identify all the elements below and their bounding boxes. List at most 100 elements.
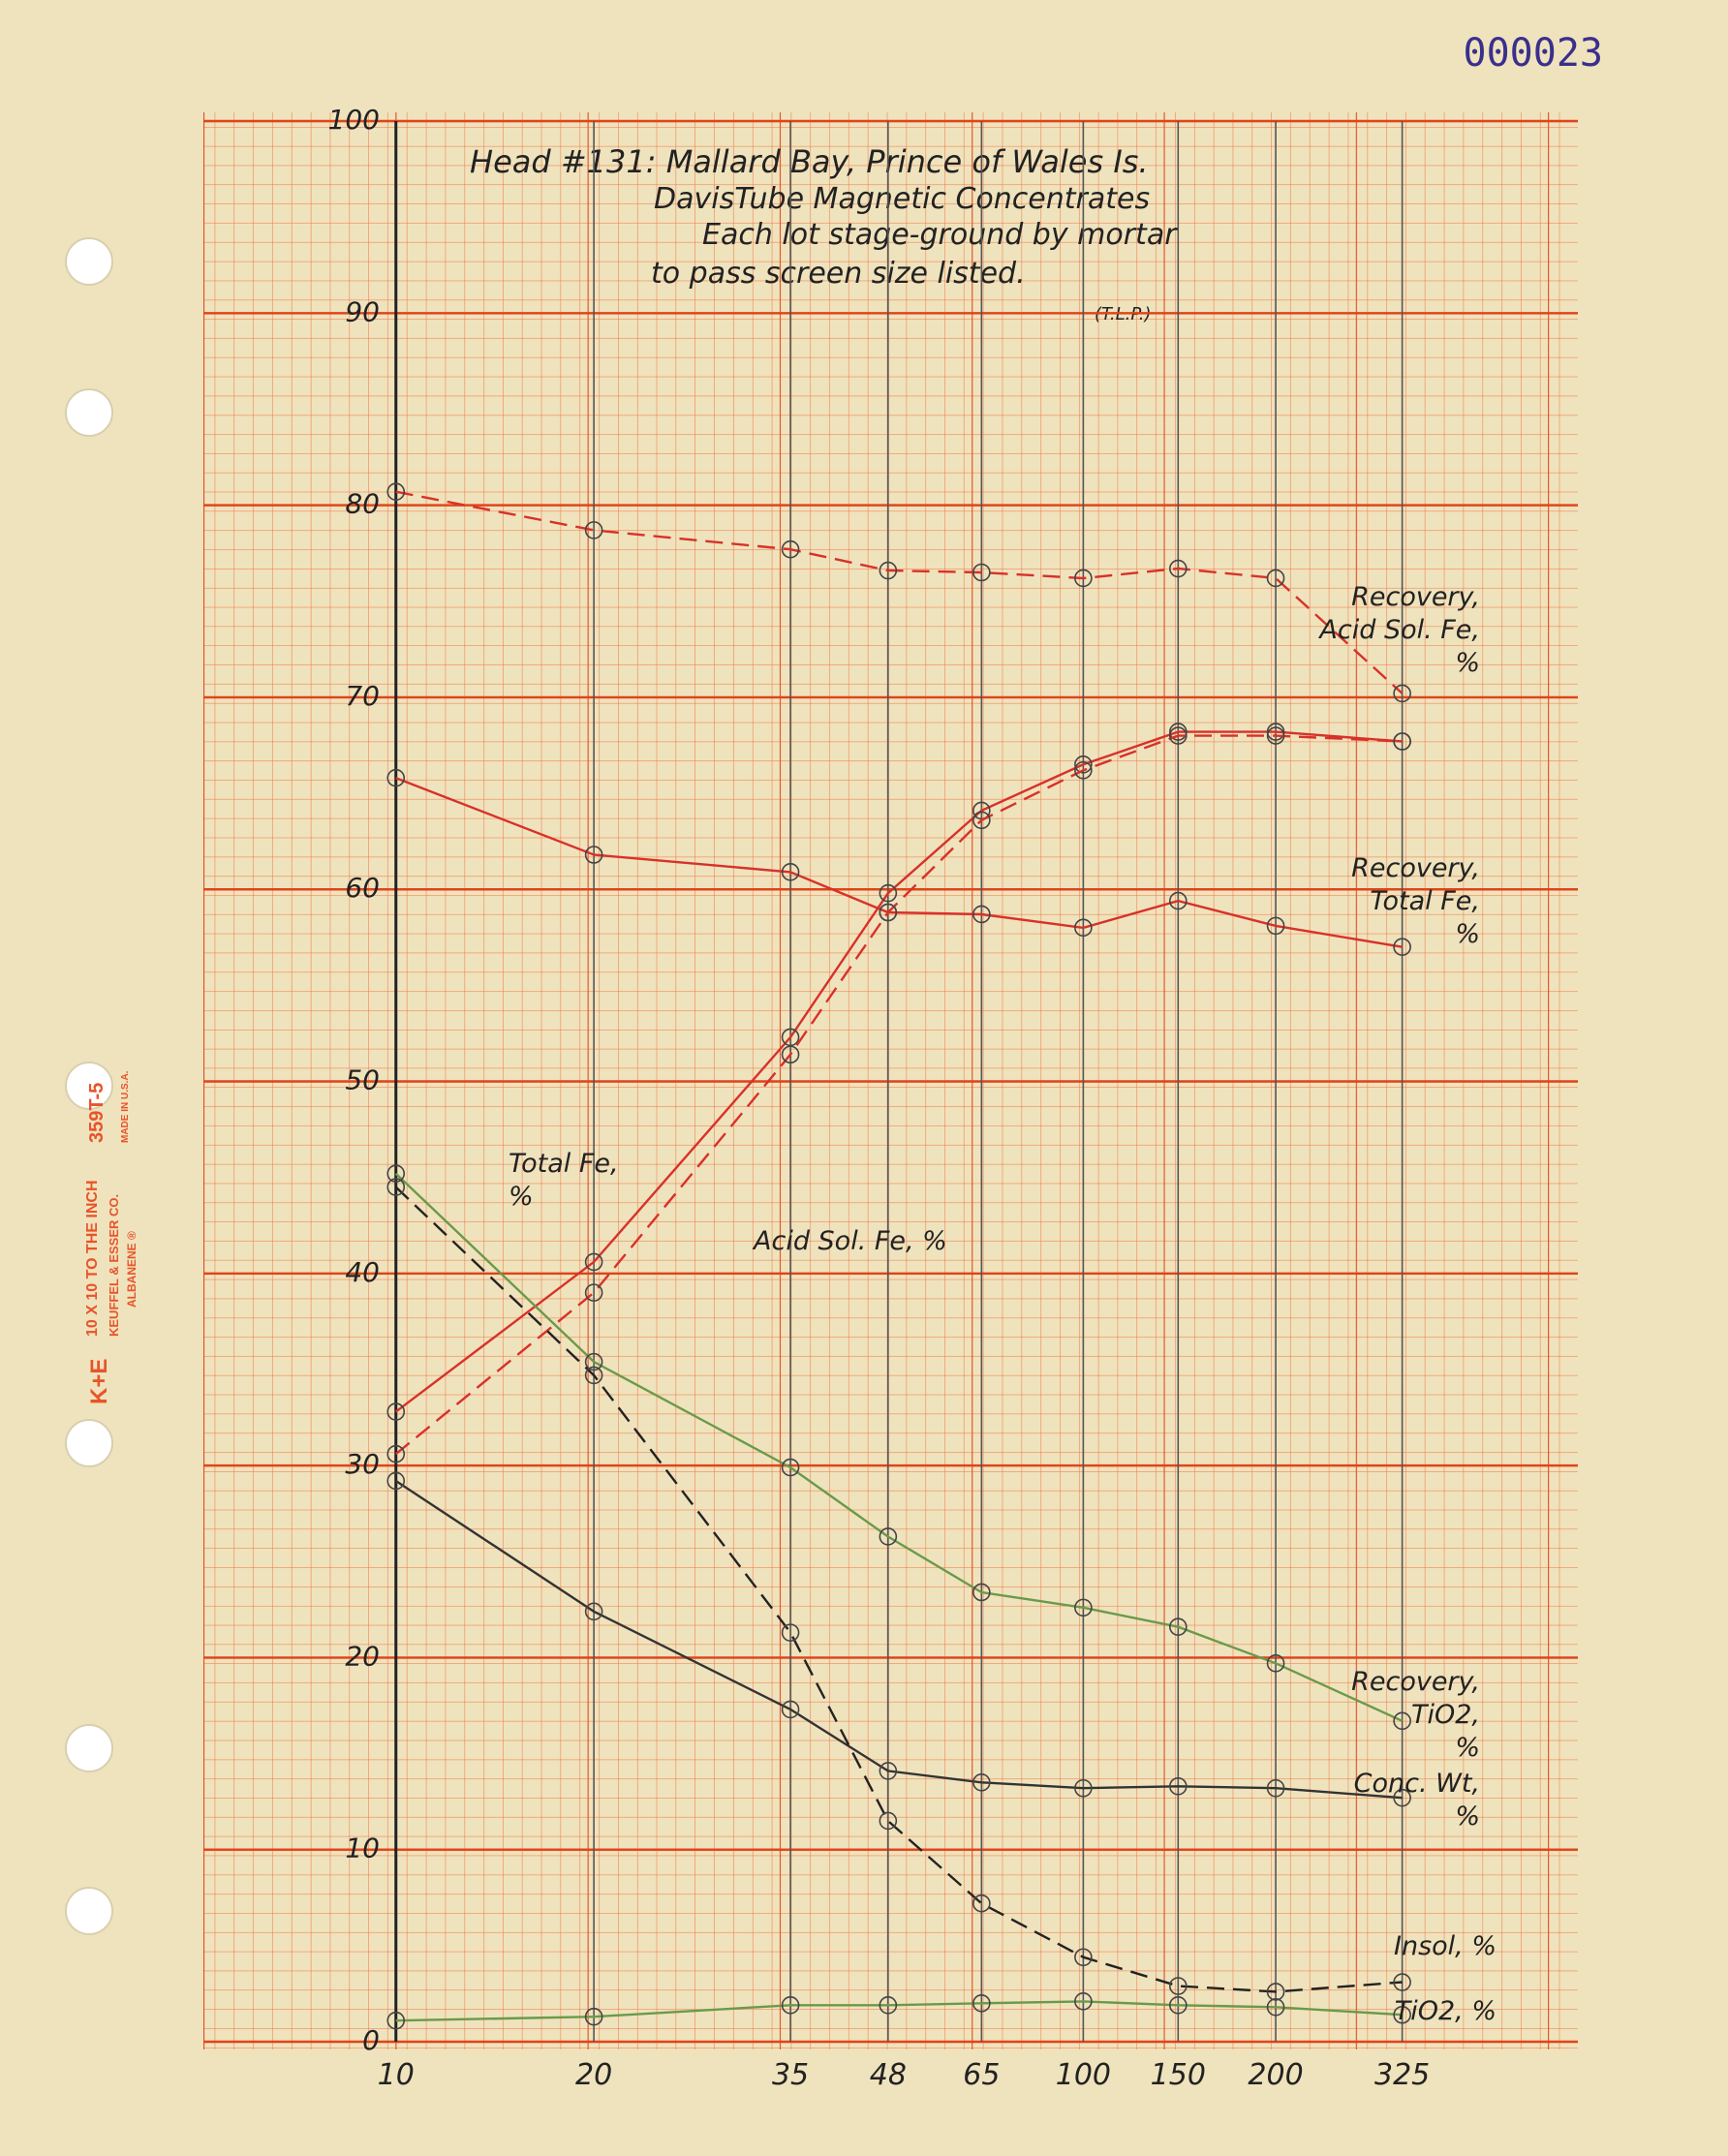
data-point: [386, 2011, 406, 2030]
data-point: [781, 539, 800, 559]
data-point: [1074, 1598, 1093, 1617]
paper-brand: K+E 10 X 10 TO THE INCH KEUFFEL & ESSER …: [84, 1070, 139, 1404]
data-point: [972, 1772, 991, 1792]
data-point: [781, 1458, 800, 1477]
series-line: [394, 1186, 1403, 1993]
series-label: Recovery, Total Fe,%: [1351, 853, 1480, 949]
hole: [65, 1724, 113, 1772]
y-tick-label: 80: [345, 488, 380, 520]
x-tick-label: 65: [963, 2058, 1000, 2092]
data-point: [1266, 1778, 1285, 1798]
x-tick-label: 35: [772, 2058, 809, 2092]
data-point: [781, 1700, 800, 1719]
label-line: %: [1455, 1733, 1480, 1763]
author: (T.L.P.): [1095, 304, 1151, 324]
label-line: Recovery,: [1351, 853, 1480, 883]
data-point: [781, 1028, 800, 1047]
y-tick-label: 70: [345, 680, 380, 712]
x-tick-label: 10: [378, 2058, 415, 2092]
data-point: [386, 1444, 406, 1463]
data-point: [1168, 891, 1188, 910]
x-tick-label: 20: [575, 2058, 612, 2092]
data-point: [879, 1762, 898, 1780]
y-tick-label: 90: [345, 295, 380, 327]
y-tick-label: 100: [328, 104, 380, 136]
data-point: [781, 863, 800, 881]
data-point: [1393, 938, 1411, 956]
x-tick-label: 48: [870, 2058, 907, 2092]
hole: [65, 1062, 113, 1110]
data-point: [584, 2007, 603, 2026]
data-point: [1074, 918, 1093, 938]
x-tick-label: 100: [1056, 2058, 1111, 2092]
data-point: [1168, 1776, 1188, 1796]
chart-title: Head #131: Mallard Bay, Prince of Wales …: [470, 143, 1149, 180]
data-point: [879, 1527, 898, 1546]
data-point: [972, 811, 991, 830]
subtitle-line: Each lot stage-ground by mortar: [702, 218, 1178, 252]
data-point: [879, 1996, 898, 2015]
data-point: [1168, 1977, 1188, 1995]
x-tick-label: 200: [1248, 2058, 1303, 2092]
data-point: [1393, 1711, 1411, 1731]
data-point: [879, 1811, 898, 1831]
data-point: [584, 1366, 603, 1385]
data-point: [1266, 1983, 1285, 2001]
series-line: [394, 1172, 1404, 1722]
series-label: TiO2, %: [1395, 1996, 1497, 2026]
data-point: [972, 563, 991, 582]
brand-text: MADE IN U.S.A.: [120, 1070, 131, 1143]
data-point: [386, 1164, 406, 1183]
series-line: [395, 1479, 1403, 1800]
series-line: [394, 730, 1403, 1413]
series-label: Insol, %: [1394, 1931, 1497, 1961]
data-point: [1266, 723, 1285, 741]
y-tick-label: 20: [345, 1640, 380, 1672]
hole: [65, 388, 113, 437]
data-point: [1074, 755, 1093, 774]
series-label: Recovery, TiO2,%: [1351, 1667, 1480, 1763]
x-tick-label: 150: [1151, 2058, 1206, 2092]
label-line: Acid Sol. Fe,: [1317, 615, 1480, 645]
label-line: %: [1455, 648, 1480, 678]
series-label: Acid Sol. Fe, %: [752, 1226, 947, 1256]
data-point: [1266, 569, 1285, 588]
y-tick-label: 40: [345, 1256, 380, 1288]
data-point: [1168, 1617, 1188, 1636]
subtitle-line: DavisTube Magnetic Concentrates: [654, 182, 1150, 216]
data-point: [584, 1602, 603, 1621]
data-point: [1074, 569, 1093, 588]
data-point: [1393, 2005, 1411, 2024]
data-point: [1393, 684, 1411, 703]
series-line: [395, 490, 1404, 694]
hole: [65, 1419, 113, 1467]
hole: [65, 237, 113, 286]
data-point: [1266, 1998, 1285, 2017]
y-tick-label: 10: [345, 1833, 380, 1864]
data-point: [781, 1045, 800, 1064]
data-point: [972, 905, 991, 924]
data-point: [584, 846, 603, 864]
data-point: [1393, 732, 1411, 751]
data-point: [386, 768, 406, 787]
brand-text: 359T-5: [86, 1083, 108, 1143]
data-point: [1168, 1996, 1188, 2015]
data-point: [879, 903, 898, 922]
series-label: Conc. Wt,%: [1354, 1769, 1480, 1832]
series-line: [394, 734, 1403, 1456]
data-point: [1266, 726, 1285, 745]
data-point: [879, 561, 898, 580]
data-point: [1074, 760, 1093, 780]
data-point: [1168, 559, 1188, 578]
data-point: [1393, 1973, 1411, 1991]
data-point: [781, 1996, 800, 2015]
x-tick-label: 325: [1374, 2058, 1430, 2092]
label-line: %: [1455, 1802, 1480, 1832]
data-point: [972, 1994, 991, 2013]
data-point: [972, 1894, 991, 1913]
series-line: [395, 2000, 1403, 2022]
data-point: [386, 1402, 406, 1421]
label-line: Conc. Wt,: [1354, 1769, 1480, 1799]
